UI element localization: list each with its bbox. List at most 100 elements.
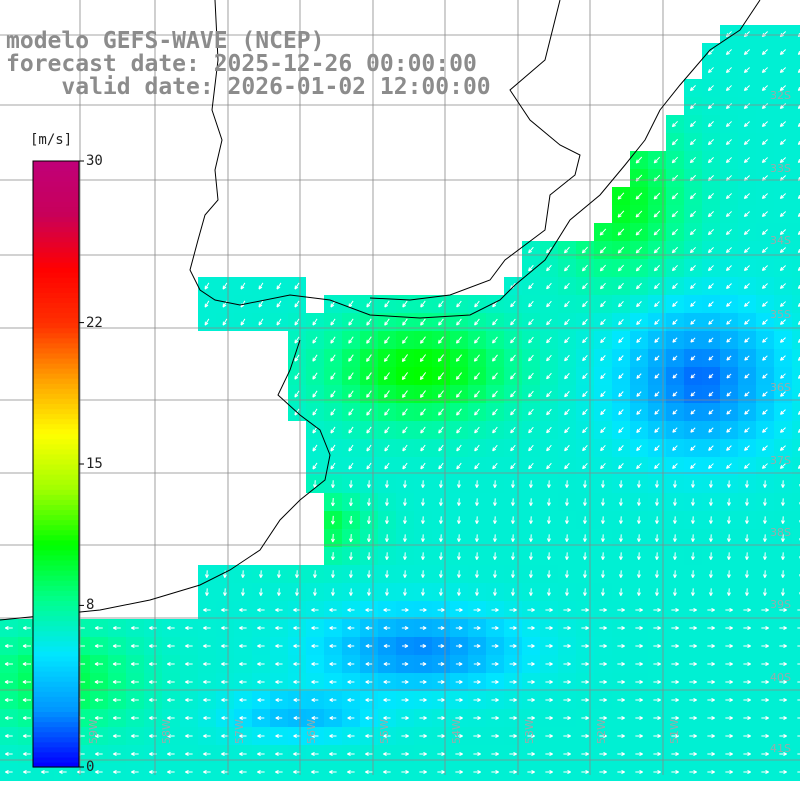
- wind-arrow: [221, 626, 229, 630]
- wind-arrow: [221, 644, 229, 648]
- wind-arrow: [312, 336, 318, 344]
- wind-cell: [792, 277, 800, 295]
- wind-arrow: [41, 770, 49, 774]
- colorbar-tick: 22: [86, 314, 103, 331]
- wind-arrow: [203, 644, 211, 648]
- wind-arrow: [204, 570, 209, 578]
- wind-arrow: [112, 644, 121, 648]
- wind-arrow: [5, 626, 13, 630]
- wind-arrow: [257, 770, 265, 774]
- wind-cell: [792, 385, 800, 403]
- wind-arrow: [22, 680, 32, 684]
- wind-cell: [792, 511, 800, 529]
- wind-arrow: [258, 588, 263, 596]
- wind-arrow: [113, 752, 121, 756]
- wind-cell: [792, 205, 800, 223]
- wind-arrow: [311, 734, 319, 738]
- longitude-label: 59W: [87, 719, 100, 744]
- wind-cell: [792, 259, 800, 277]
- wind-direction-arrows: [4, 31, 800, 774]
- wind-arrow: [257, 734, 265, 738]
- wind-arrow: [239, 608, 247, 612]
- wind-arrow: [276, 318, 282, 326]
- wind-cell: [792, 295, 800, 313]
- wind-cell: [792, 151, 800, 169]
- wind-cell: [792, 709, 800, 727]
- wind-arrow: [221, 716, 229, 720]
- wind-arrow: [23, 770, 31, 774]
- longitude-label: 53W: [523, 719, 536, 744]
- wind-arrow: [222, 570, 227, 578]
- valid-date: valid date: 2026-01-02 12:00:00: [6, 74, 491, 100]
- wind-arrow: [221, 608, 229, 612]
- wind-cell: [792, 763, 800, 781]
- wind-arrow: [275, 752, 283, 756]
- wind-arrow: [222, 282, 228, 290]
- wind-arrow: [94, 698, 103, 702]
- wind-arrow: [294, 570, 299, 578]
- wind-arrow: [330, 336, 336, 344]
- wind-arrow: [167, 716, 175, 720]
- wind-arrow: [312, 390, 318, 398]
- colorbar-tick: 0: [86, 759, 95, 775]
- wind-arrow: [5, 752, 13, 756]
- wind-speed-field: [0, 25, 800, 781]
- wind-arrow: [258, 300, 264, 308]
- wind-arrow: [257, 680, 265, 684]
- wind-cell: [792, 475, 800, 493]
- wind-arrow: [149, 644, 157, 648]
- wind-cell: [792, 457, 800, 475]
- wind-arrow: [239, 734, 247, 738]
- wind-arrow: [5, 734, 13, 738]
- wind-cell: [792, 97, 800, 115]
- wind-arrow: [293, 662, 301, 666]
- wind-arrow: [258, 570, 263, 578]
- latitude-label: 40S: [770, 671, 791, 684]
- wind-cell: [792, 637, 800, 655]
- wind-arrow: [167, 698, 175, 702]
- wind-cell: [792, 187, 800, 205]
- wind-arrow: [113, 770, 121, 774]
- wind-cell: [792, 25, 800, 43]
- wind-arrow: [294, 318, 300, 326]
- wind-arrow: [312, 354, 318, 362]
- wind-arrow: [311, 752, 319, 756]
- wind-arrow: [149, 626, 157, 630]
- wind-arrow: [22, 698, 32, 702]
- wind-arrow: [95, 626, 103, 630]
- wind-cell: [792, 169, 800, 187]
- wind-arrow: [95, 752, 103, 756]
- wind-arrow: [59, 770, 67, 774]
- wind-arrow: [311, 626, 319, 630]
- wind-arrow: [4, 680, 13, 684]
- wind-arrow: [221, 752, 229, 756]
- wind-arrow: [239, 716, 247, 720]
- wind-cell: [792, 565, 800, 583]
- wind-arrow: [4, 698, 13, 702]
- wind-arrow: [293, 698, 301, 702]
- wind-arrow: [239, 770, 247, 774]
- wind-arrow: [23, 752, 31, 756]
- wind-arrow: [149, 680, 157, 684]
- wind-cell: [792, 691, 800, 709]
- wind-arrow: [257, 752, 265, 756]
- wind-arrow: [293, 680, 301, 684]
- wind-arrow: [311, 662, 319, 666]
- wind-arrow: [275, 644, 283, 648]
- wind-arrow: [4, 662, 13, 666]
- wind-cell: [792, 331, 800, 349]
- wind-arrow: [4, 644, 13, 648]
- wind-arrow: [167, 626, 175, 630]
- wind-arrow: [294, 372, 300, 380]
- wind-arrow: [112, 698, 121, 702]
- wind-arrow: [5, 770, 13, 774]
- wind-arrow: [95, 734, 103, 738]
- wind-cell: [792, 79, 800, 97]
- wind-arrow: [131, 644, 139, 648]
- wind-cell: [792, 421, 800, 439]
- wind-arrow: [312, 318, 318, 326]
- longitude-label: 55W: [378, 719, 391, 744]
- wind-arrow: [239, 644, 247, 648]
- wind-arrow: [276, 570, 281, 578]
- wind-arrow: [293, 734, 301, 738]
